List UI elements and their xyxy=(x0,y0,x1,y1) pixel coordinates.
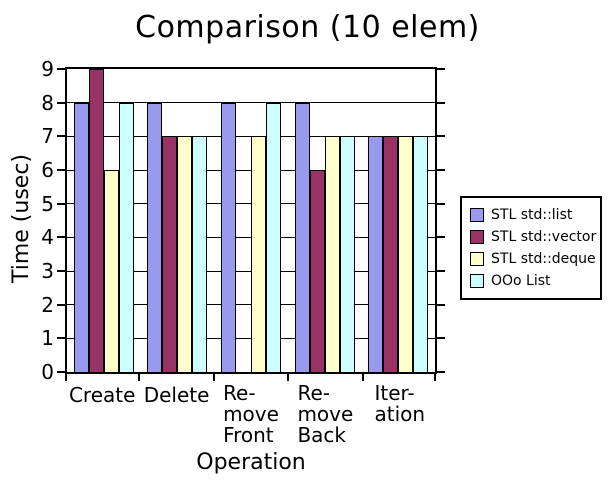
y-tick-label: 5 xyxy=(41,191,54,216)
legend-swatch xyxy=(470,208,484,222)
legend-label: OOo List xyxy=(491,273,551,289)
y-tick-right xyxy=(437,337,445,340)
y-tick xyxy=(57,169,65,171)
x-category-label: Delete xyxy=(143,383,210,407)
bar xyxy=(192,136,208,372)
x-tick xyxy=(434,374,436,381)
bar xyxy=(88,69,104,372)
bar xyxy=(265,102,281,372)
y-tick xyxy=(57,371,65,373)
gridline xyxy=(67,102,435,104)
x-category-label: Create xyxy=(68,383,136,407)
y-tick xyxy=(57,101,65,104)
bar xyxy=(383,136,399,372)
y-tick xyxy=(57,135,65,138)
bar xyxy=(147,102,163,372)
x-axis-title: Operation xyxy=(196,450,306,475)
y-tick-label: 6 xyxy=(41,158,54,182)
x-category-cell: Re- move Front xyxy=(214,383,288,447)
legend-item: STL std::vector xyxy=(470,226,597,248)
bar xyxy=(118,102,134,372)
y-tick-label: 1 xyxy=(41,326,54,351)
x-tick xyxy=(287,374,290,381)
bar xyxy=(324,136,340,372)
plot-area xyxy=(65,67,437,374)
x-tick xyxy=(138,374,141,381)
y-tick-right xyxy=(437,202,445,205)
x-category-cell: Iter- ation xyxy=(363,383,437,426)
bar xyxy=(177,136,193,372)
gridline xyxy=(67,135,435,137)
x-category-label: Iter- ation xyxy=(374,381,426,426)
y-tick-label: 9 xyxy=(41,57,54,81)
bar xyxy=(220,102,236,372)
legend-item: STL std::deque xyxy=(470,248,596,270)
bar xyxy=(250,136,266,372)
y-tick-right xyxy=(437,371,445,373)
y-tick-label: 8 xyxy=(41,90,54,115)
y-tick xyxy=(57,236,65,239)
legend-label: STL std::list xyxy=(491,207,573,223)
y-tick-label: 0 xyxy=(41,360,54,384)
y-tick xyxy=(57,303,65,306)
bar-group xyxy=(361,69,435,372)
y-tick-right xyxy=(437,101,445,104)
legend-label: STL std::vector xyxy=(491,229,597,245)
bar xyxy=(162,136,178,372)
legend-swatch xyxy=(470,274,484,288)
y-tick xyxy=(57,270,65,272)
bar xyxy=(103,170,119,372)
y-tick-right xyxy=(437,236,445,239)
legend-swatch xyxy=(470,252,484,266)
y-tick xyxy=(57,68,65,70)
x-category-label: Re- move Back xyxy=(297,381,354,447)
bar-group xyxy=(141,69,215,372)
x-category-label: Re- move Front xyxy=(223,381,279,447)
x-tick xyxy=(65,374,67,381)
bar xyxy=(309,170,325,372)
x-category-cell: Create xyxy=(65,383,139,407)
y-tick-right xyxy=(437,68,445,70)
chart-title: Comparison (10 elem) xyxy=(135,10,480,45)
x-tick xyxy=(361,374,364,381)
bar xyxy=(339,136,355,372)
y-tick-label: 7 xyxy=(41,124,54,149)
bar-group xyxy=(288,69,362,372)
y-tick xyxy=(57,202,65,205)
y-tick-right xyxy=(437,303,445,306)
y-tick-label: 2 xyxy=(41,292,54,317)
bar xyxy=(368,136,384,372)
x-category-cell: Re- move Back xyxy=(288,383,362,447)
y-tick xyxy=(57,337,65,340)
legend-item: STL std::list xyxy=(470,204,594,226)
y-tick-right xyxy=(437,169,445,171)
bar xyxy=(398,136,414,372)
legend-label: STL std::deque xyxy=(491,251,596,267)
bar-group xyxy=(214,69,288,372)
bar xyxy=(294,102,310,372)
bar-group xyxy=(67,69,141,372)
x-category-cell: Delete xyxy=(139,383,213,407)
legend-swatch xyxy=(470,230,484,244)
bar xyxy=(73,102,89,372)
legend-item: OOo List xyxy=(470,270,594,292)
bar xyxy=(413,136,429,372)
x-tick xyxy=(212,374,215,381)
y-tick-right xyxy=(437,270,445,272)
y-tick-label: 3 xyxy=(41,259,54,283)
y-tick-right xyxy=(437,135,445,138)
y-tick-label: 4 xyxy=(41,225,54,250)
